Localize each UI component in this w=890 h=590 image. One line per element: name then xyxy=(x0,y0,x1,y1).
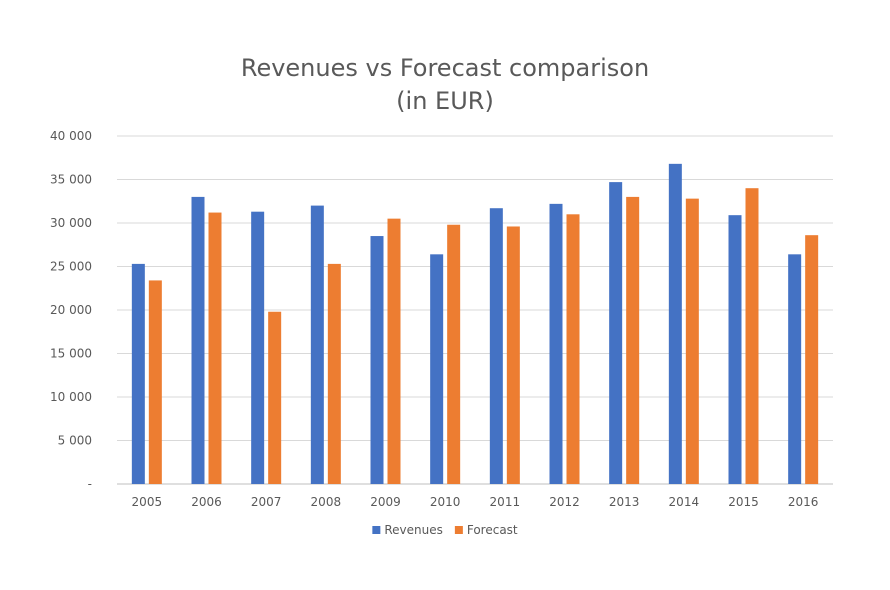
bar-revenues-2015 xyxy=(728,215,742,485)
bar-revenues-2013 xyxy=(609,182,623,485)
y-tick-label: 15 000 xyxy=(50,347,92,361)
legend: Revenues Forecast xyxy=(372,523,518,537)
y-tick-label: 30 000 xyxy=(50,216,92,230)
chart-subtitle: (in EUR) xyxy=(396,87,494,115)
bar-forecast-2014 xyxy=(685,198,699,484)
legend-swatch-revenues xyxy=(372,526,381,534)
bar-forecast-2009 xyxy=(387,218,401,484)
y-tick-label: 20 000 xyxy=(50,303,92,317)
x-tick-label: 2011 xyxy=(490,495,521,509)
x-tick-label: 2007 xyxy=(251,495,282,509)
x-tick-label: 2016 xyxy=(788,495,819,509)
legend-label-forecast: Forecast xyxy=(467,523,518,537)
bar-revenues-2011 xyxy=(489,208,503,484)
bar-forecast-2012 xyxy=(566,214,580,485)
legend-label-revenues: Revenues xyxy=(384,523,443,537)
bar-revenues-2006 xyxy=(191,196,205,484)
y-tick-label: 40 000 xyxy=(50,129,92,143)
bar-revenues-2009 xyxy=(370,236,384,484)
x-tick-label: 2006 xyxy=(191,495,222,509)
bar-forecast-2013 xyxy=(626,196,640,484)
bar-revenues-2016 xyxy=(788,254,802,484)
legend-swatch-forecast xyxy=(454,526,463,534)
x-tick-label: 2012 xyxy=(549,495,580,509)
y-tick-label: 10 000 xyxy=(50,390,92,404)
bar-forecast-2016 xyxy=(805,235,819,484)
bar-revenues-2007 xyxy=(251,211,265,484)
y-tick-label: 35 000 xyxy=(50,173,92,187)
y-tick-label: 5 000 xyxy=(58,434,92,448)
gridlines xyxy=(117,135,833,485)
bar-forecast-2015 xyxy=(745,188,759,484)
x-axis-tick-labels: 2005 2006 2007 2008 2009 2010 2011 2012 2013 2014… xyxy=(132,495,819,509)
bar-revenues-2012 xyxy=(549,203,563,485)
bar-forecast-2007 xyxy=(268,311,282,484)
x-tick-label: 2005 xyxy=(132,495,163,509)
bar-revenues-2014 xyxy=(668,163,682,484)
x-tick-label: 2014 xyxy=(669,495,700,509)
x-tick-label: 2009 xyxy=(370,495,401,509)
x-tick-label: 2010 xyxy=(430,495,461,509)
x-tick-label: 2015 xyxy=(728,495,759,509)
bar-revenues-2005 xyxy=(131,263,145,484)
y-axis-tick-labels: - 5 000 10 000 15 000 20 000 25 000 30 000 35 0… xyxy=(50,129,92,491)
bars xyxy=(131,163,819,485)
x-tick-label: 2008 xyxy=(311,495,342,509)
y-tick-label: - xyxy=(88,477,92,491)
bar-revenues-2010 xyxy=(430,254,444,484)
bar-forecast-2011 xyxy=(506,226,520,485)
bar-forecast-2005 xyxy=(148,280,162,484)
bar-revenues-2008 xyxy=(310,205,324,484)
bar-forecast-2010 xyxy=(447,224,461,485)
bar-forecast-2006 xyxy=(208,212,222,484)
y-tick-label: 25 000 xyxy=(50,260,92,274)
x-tick-label: 2013 xyxy=(609,495,640,509)
chart-title: Revenues vs Forecast comparison xyxy=(241,54,649,82)
bar-forecast-2008 xyxy=(327,263,341,484)
